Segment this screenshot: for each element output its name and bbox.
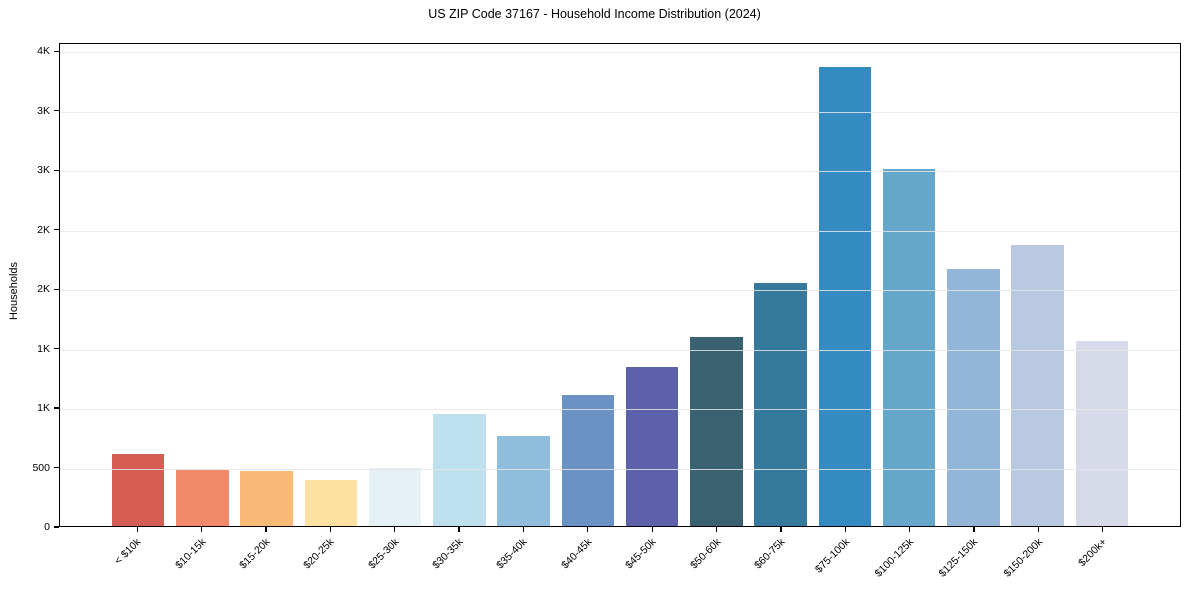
x-tick-mark xyxy=(587,527,589,532)
y-tick-mark xyxy=(54,50,59,52)
bar-slot xyxy=(877,44,941,526)
x-tick-mark xyxy=(329,527,331,532)
x-tick-mark xyxy=(1037,527,1040,532)
bar-slot xyxy=(556,44,620,526)
bar-$30-35k xyxy=(433,414,486,526)
bar-$100-125k xyxy=(882,169,936,526)
bar-slot xyxy=(941,44,1005,526)
bar-slot xyxy=(363,44,427,526)
bar-slot xyxy=(813,44,877,526)
y-tick-mark xyxy=(54,169,59,171)
bar-slot xyxy=(106,44,170,526)
bar-$25-30k xyxy=(368,467,422,526)
x-tick-label-$100-125k: $100-125k xyxy=(872,536,917,580)
bar-slot xyxy=(1070,44,1134,526)
x-tick-mark xyxy=(973,527,975,532)
bar-$200k+ xyxy=(1075,340,1129,526)
plot-area xyxy=(59,43,1181,527)
bar-$20-25k xyxy=(304,479,358,526)
y-tick-mark xyxy=(54,407,59,409)
x-tick-mark xyxy=(1102,527,1104,532)
bar-$150-200k xyxy=(1011,245,1064,526)
chart-title: US ZIP Code 37167 - Household Income Dis… xyxy=(428,7,761,21)
x-tick-mark xyxy=(394,527,396,532)
x-tick-mark xyxy=(265,527,267,532)
y-tick-mark xyxy=(54,229,59,231)
y-tick-mark xyxy=(54,466,59,469)
y-tick-label: 2K xyxy=(37,283,50,296)
bar-$125-150k xyxy=(947,269,1000,526)
x-tick-label-$15-20k: $15-20k xyxy=(237,536,273,572)
bar-slot xyxy=(684,44,748,526)
bar-slot xyxy=(299,44,363,526)
x-tick-mark xyxy=(200,527,203,532)
bar-slot xyxy=(749,44,813,526)
y-tick-label: 0 xyxy=(44,521,50,533)
bar-$10-15k xyxy=(176,470,229,526)
y-tick-mark xyxy=(54,526,59,528)
x-tick-mark xyxy=(715,527,718,532)
x-tick-label-$60-75k: $60-75k xyxy=(752,536,788,572)
x-tick-label-$25-30k: $25-30k xyxy=(365,536,402,572)
bar-< $10k xyxy=(111,454,165,526)
bar-$60-75k xyxy=(754,283,807,526)
x-tick-mark xyxy=(909,527,911,532)
y-tick-mark xyxy=(54,110,59,112)
x-tick-label-$150-200k: $150-200k xyxy=(1001,536,1045,580)
x-tick-label-$200k+: $200k+ xyxy=(1076,536,1110,570)
bar-$50-60k xyxy=(690,336,743,526)
bars-container xyxy=(60,44,1180,526)
bar-$35-40k xyxy=(497,435,550,526)
y-tick-label: 1K xyxy=(37,342,50,355)
x-tick-label-$10-15k: $10-15k xyxy=(172,536,209,572)
bar-slot xyxy=(170,44,234,526)
x-tick-label-$35-40k: $35-40k xyxy=(494,536,530,572)
y-tick-label: 2K xyxy=(37,223,50,236)
bar-$15-20k xyxy=(240,471,293,526)
y-tick-label: 1K xyxy=(37,402,50,415)
x-tick-label-< $10k: < $10k xyxy=(112,536,144,567)
y-tick-mark xyxy=(54,288,59,290)
bar-slot xyxy=(620,44,684,526)
x-tick-mark xyxy=(780,527,782,532)
x-tick-label-$75-100k: $75-100k xyxy=(812,536,852,576)
x-tick-mark xyxy=(458,527,460,532)
x-tick-mark xyxy=(651,527,653,532)
bar-$40-45k xyxy=(561,395,615,526)
x-tick-label-$40-45k: $40-45k xyxy=(558,536,595,572)
x-tick-label-$45-50k: $45-50k xyxy=(623,536,659,572)
y-tick-label: 3K xyxy=(37,104,50,117)
x-tick-mark xyxy=(522,527,525,532)
bar-slot xyxy=(1006,44,1070,526)
bar-slot xyxy=(492,44,556,526)
bar-slot xyxy=(235,44,299,526)
bar-$75-100k xyxy=(818,66,872,526)
bar-slot xyxy=(427,44,491,526)
x-tick-label-$50-60k: $50-60k xyxy=(687,536,724,572)
bar-$45-50k xyxy=(625,366,679,526)
x-tick-mark xyxy=(844,527,846,532)
y-tick-mark xyxy=(54,347,59,350)
x-tick-label-$30-35k: $30-35k xyxy=(430,536,466,572)
y-tick-label: 3K xyxy=(37,164,50,177)
y-tick-label: 500 xyxy=(32,461,50,474)
x-tick-label-$20-25k: $20-25k xyxy=(301,536,337,572)
x-tick-mark xyxy=(136,527,138,532)
x-tick-label-$125-150k: $125-150k xyxy=(936,536,981,580)
y-tick-label: 4K xyxy=(37,45,50,58)
